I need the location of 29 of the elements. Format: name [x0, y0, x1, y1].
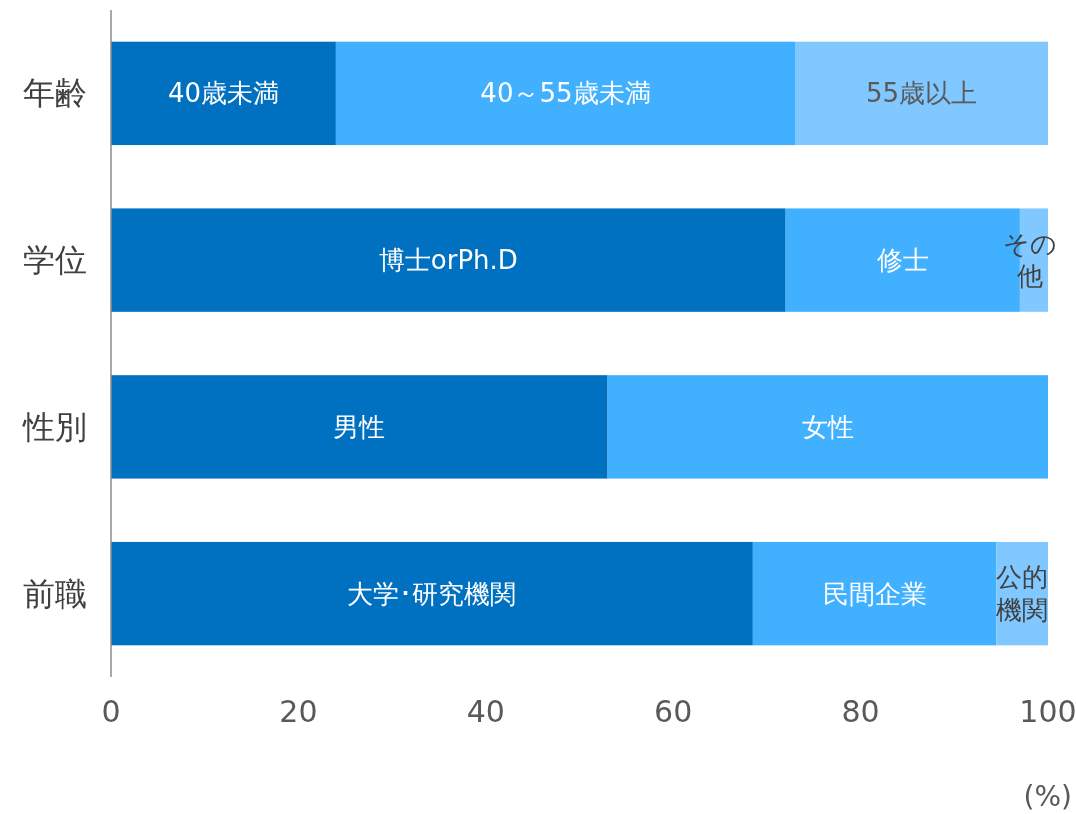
annotation: 55歳以上	[865, 78, 978, 109]
annotation: 公的機関	[996, 562, 1049, 625]
bar	[607, 375, 1048, 479]
x-tick-label: 60	[654, 694, 693, 729]
y-tick-label: 年齢	[23, 74, 87, 113]
y-tick-label: 前職	[23, 574, 87, 613]
y-tick-label: 学位	[23, 241, 87, 280]
bar	[752, 541, 997, 646]
x-tick-label: 20	[279, 694, 318, 729]
annotation: 民間企業	[822, 578, 927, 609]
bar	[795, 41, 1048, 146]
x-tick-label: 80	[841, 694, 880, 729]
annotation: 男性	[333, 411, 386, 442]
bar	[111, 375, 608, 479]
annotation: 博士orPh.D	[378, 245, 518, 276]
bar	[335, 41, 796, 146]
x-tick-label: 0	[101, 694, 121, 729]
bar	[111, 41, 336, 146]
y-tick-label: 性別	[22, 407, 87, 446]
annotation: 女性	[801, 411, 854, 442]
annotation: 修士	[876, 245, 929, 276]
x-tick-label: 40	[466, 694, 505, 729]
text: (%)	[1023, 780, 1072, 813]
bar	[111, 541, 753, 646]
annotation: 大学･研究機関	[347, 578, 517, 609]
x-tick-label: 100	[1019, 694, 1076, 729]
annotation: 40歳未満	[167, 78, 279, 109]
annotation: 40～55歳未満	[480, 78, 651, 109]
bar	[111, 208, 786, 312]
